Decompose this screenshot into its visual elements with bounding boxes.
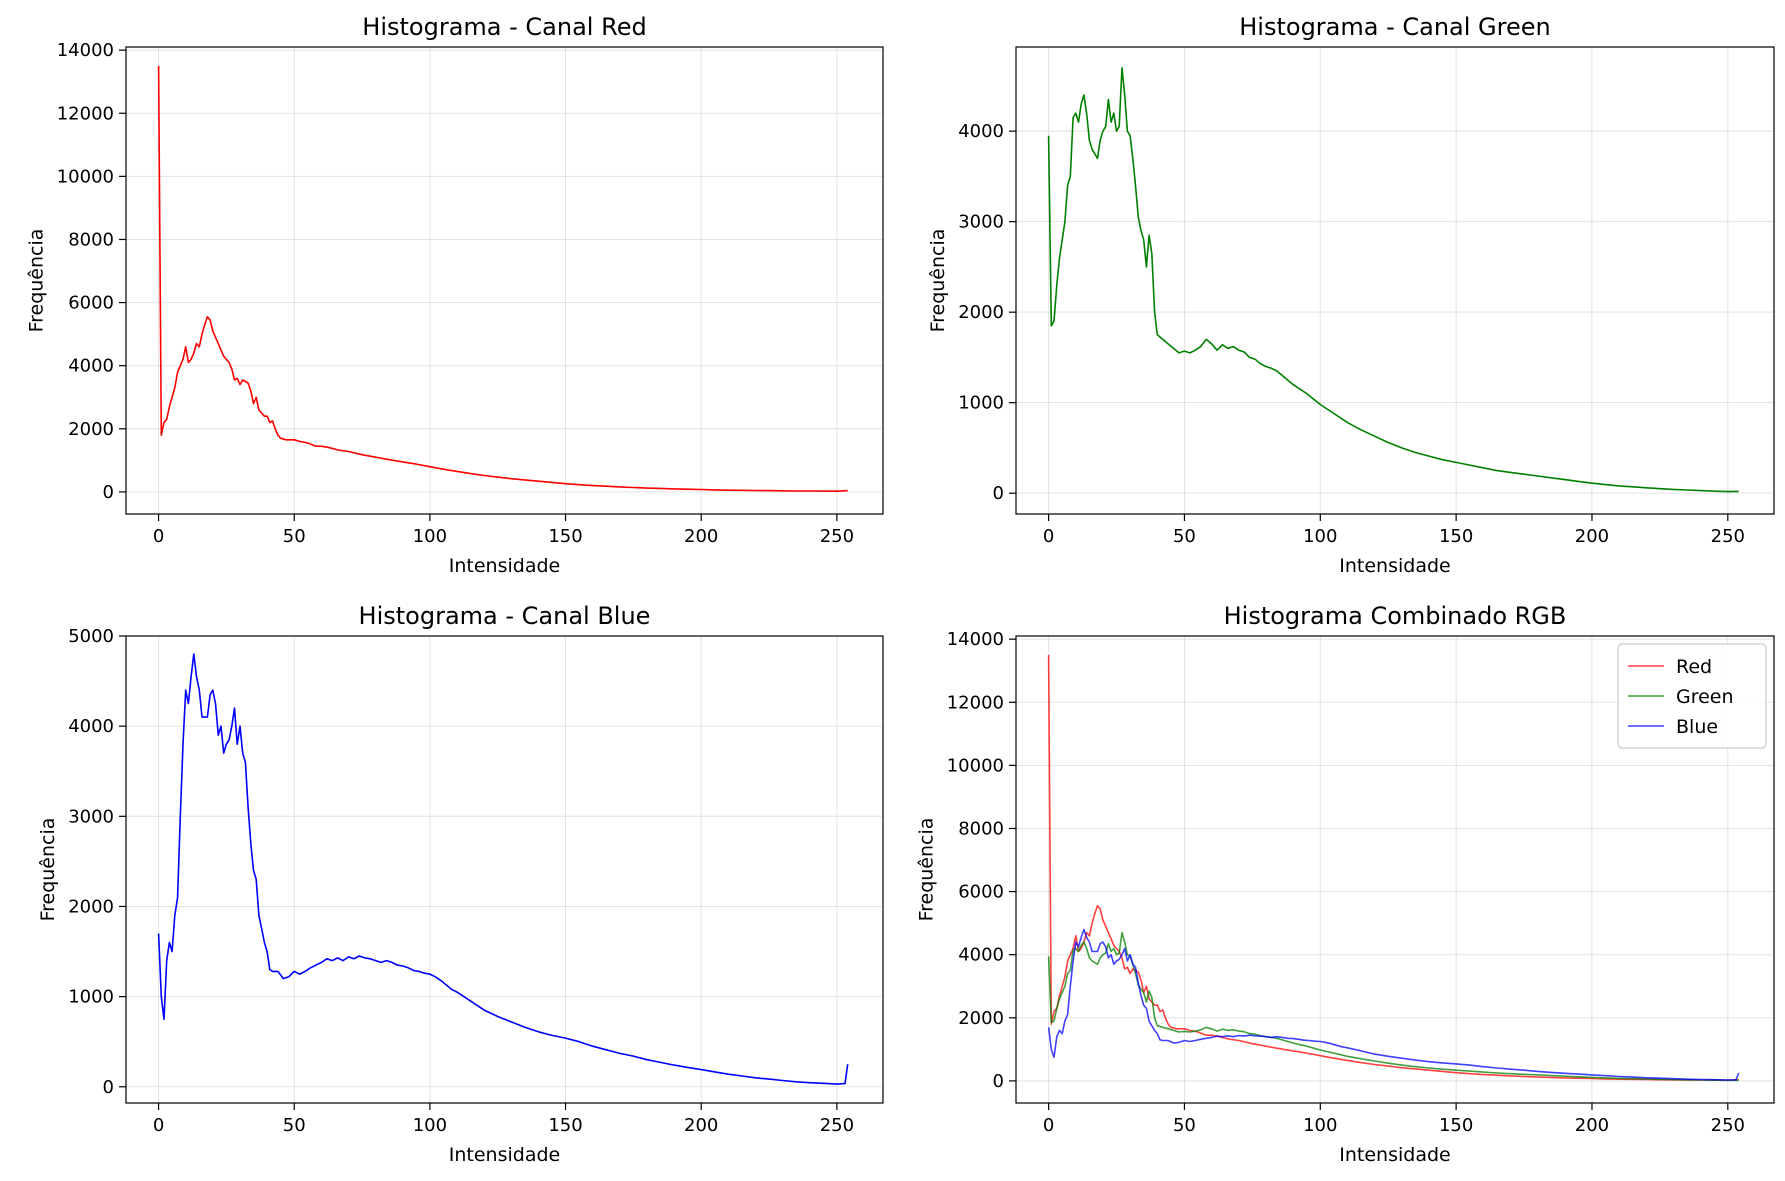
y-tick-label: 10000 <box>947 755 1004 776</box>
y-axis-label: Frequência <box>37 818 59 922</box>
y-tick-label: 4000 <box>958 945 1004 966</box>
series-line-main <box>1047 67 1739 493</box>
y-tick-label: 1000 <box>958 393 1004 414</box>
chart-panel-3: 0 50 100 150 200 250 0 2000 4000 6000 8000 10000 120… <box>916 602 1775 1166</box>
y-tick-label: 14000 <box>57 40 114 61</box>
y-tick-label: 2000 <box>958 302 1004 323</box>
legend: Red Green Blue <box>1617 643 1767 749</box>
x-tick-label: 100 <box>413 526 447 547</box>
y-tick-label: 3000 <box>958 212 1004 233</box>
plot-frame <box>1015 46 1775 515</box>
y-axis-label: Frequência <box>26 229 48 333</box>
x-tick-label: 0 <box>153 1115 164 1136</box>
x-axis-label: Intensidade <box>1339 555 1450 577</box>
series-line-green <box>1047 931 1739 1082</box>
x-tick-label: 200 <box>684 1115 718 1136</box>
chart-title: Histograma Combinado RGB <box>1224 602 1567 630</box>
y-tick-label: 8000 <box>68 229 114 250</box>
series-line-main <box>157 653 849 1085</box>
legend-label: Green <box>1676 686 1734 708</box>
x-axis-label: Intensidade <box>449 555 560 577</box>
legend-label: Blue <box>1676 716 1718 738</box>
x-tick-label: 150 <box>548 1115 582 1136</box>
y-tick-label: 4000 <box>68 356 114 377</box>
plot-frame <box>125 635 884 1104</box>
chart-title: Histograma - Canal Red <box>362 13 646 41</box>
series-line-red <box>1047 654 1739 1081</box>
y-tick-label: 12000 <box>947 692 1004 713</box>
y-axis-label: Frequência <box>927 229 949 333</box>
y-tick-label: 6000 <box>958 882 1004 903</box>
y-axis-label: Frequência <box>916 818 938 922</box>
x-tick-label: 0 <box>1043 526 1054 547</box>
y-tick-label: 4000 <box>68 716 114 737</box>
x-axis-label: Intensidade <box>1339 1144 1450 1166</box>
series-line-main <box>157 65 848 493</box>
x-tick-label: 50 <box>1173 1115 1196 1136</box>
chart-panel-0: 0 50 100 150 200 250 0 2000 4000 6000 8000 10000 120… <box>26 13 884 577</box>
y-tick-label: 0 <box>993 1071 1004 1092</box>
x-tick-label: 200 <box>1575 526 1609 547</box>
chart-title: Histograma - Canal Blue <box>359 602 651 630</box>
y-tick-label: 2000 <box>958 1008 1004 1029</box>
chart-panel-2: 0 50 100 150 200 250 0 1000 2000 3000 4000 5000 Hist… <box>37 602 884 1166</box>
y-tick-label: 0 <box>103 482 114 503</box>
plot-frame <box>1015 635 1775 1104</box>
y-tick-label: 0 <box>993 483 1004 504</box>
x-tick-label: 250 <box>1711 526 1745 547</box>
y-tick-label: 2000 <box>68 419 114 440</box>
y-tick-label: 4000 <box>958 121 1004 142</box>
y-tick-label: 6000 <box>68 293 114 314</box>
x-tick-label: 150 <box>1439 1115 1473 1136</box>
x-tick-label: 0 <box>153 526 164 547</box>
x-tick-label: 100 <box>1303 526 1337 547</box>
x-tick-label: 150 <box>548 526 582 547</box>
y-tick-label: 3000 <box>68 806 114 827</box>
x-tick-label: 250 <box>1711 1115 1745 1136</box>
chart-title: Histograma - Canal Green <box>1239 13 1550 41</box>
x-tick-label: 50 <box>283 1115 306 1136</box>
x-tick-label: 100 <box>413 1115 447 1136</box>
x-tick-label: 0 <box>1043 1115 1054 1136</box>
plot-frame <box>125 46 884 515</box>
y-tick-label: 14000 <box>947 629 1004 650</box>
x-tick-label: 100 <box>1303 1115 1337 1136</box>
x-axis-label: Intensidade <box>449 1144 560 1166</box>
y-tick-label: 2000 <box>68 896 114 917</box>
y-tick-label: 12000 <box>57 103 114 124</box>
y-tick-label: 0 <box>103 1077 114 1098</box>
x-tick-label: 50 <box>1173 526 1196 547</box>
x-tick-label: 200 <box>684 526 718 547</box>
chart-panel-1: 0 50 100 150 200 250 0 1000 2000 3000 4000 Histogra… <box>927 13 1775 577</box>
y-tick-label: 1000 <box>68 987 114 1008</box>
x-tick-label: 250 <box>820 526 854 547</box>
series-line-blue <box>1047 928 1740 1081</box>
y-tick-label: 10000 <box>57 166 114 187</box>
x-tick-label: 50 <box>283 526 306 547</box>
legend-label: Red <box>1676 656 1712 678</box>
y-tick-label: 8000 <box>958 818 1004 839</box>
legend-box <box>1617 643 1767 749</box>
x-tick-label: 250 <box>820 1115 854 1136</box>
x-tick-label: 200 <box>1575 1115 1609 1136</box>
y-tick-label: 5000 <box>68 626 114 647</box>
x-tick-label: 150 <box>1439 526 1473 547</box>
